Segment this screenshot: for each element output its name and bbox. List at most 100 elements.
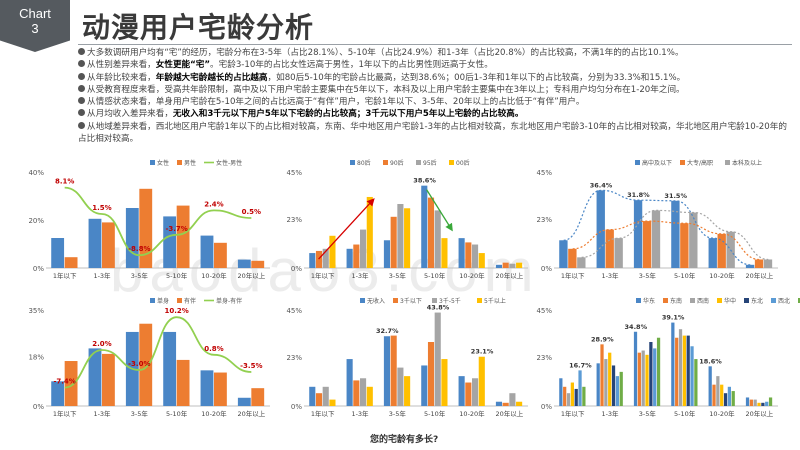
- bar-单身-1年以下: [51, 381, 65, 406]
- x-tick-label: 20年以上: [745, 271, 773, 280]
- chart-number-badge: Chart 3: [0, 0, 70, 52]
- legend-label: 80后: [357, 159, 371, 167]
- bullet-dot-icon: [78, 72, 85, 80]
- legend-label: 单身-有伴: [216, 297, 242, 305]
- bar-本科及以上-1-3年: [614, 238, 623, 268]
- bar-3千-5千-1-3年: [360, 378, 367, 406]
- y-tick-label: 45%: [536, 307, 552, 315]
- x-tick-label: 10-20年: [201, 409, 227, 418]
- difference-label: 1.5%: [92, 204, 111, 212]
- y-tick-label: 0%: [33, 265, 44, 273]
- bar-西北-5-10年: [690, 346, 694, 406]
- y-tick-label: 0%: [33, 403, 44, 411]
- bar-男性-10-20年: [214, 242, 227, 268]
- x-tick-label: 1年以下: [311, 271, 335, 280]
- bar-80后-1年以下: [309, 253, 316, 268]
- bar-3千以下-1-3年: [353, 380, 360, 406]
- y-tick-label: 0%: [291, 403, 302, 411]
- chart-svg: 0% 23% 45% 高中及以下 大专/高职 本科及以上 1年以下 1-3年 3-5年 5-10年…: [536, 159, 778, 280]
- legend-swatch: [798, 298, 800, 303]
- bar-女性-3-5年: [125, 208, 139, 268]
- bar-有伴-1-3年: [102, 353, 115, 406]
- bullet-dot-icon: [78, 121, 85, 129]
- bar-单身-10-20年: [200, 370, 214, 406]
- bar-3千-5千-10-20年: [472, 378, 479, 406]
- y-tick-label: 23%: [536, 216, 552, 224]
- bullet-text: 从受教育程度来看，受高共年龄限制，高中及以下用户宅龄主要集中在5年以下，本科及以…: [87, 84, 685, 95]
- bar-西南-10-20年: [716, 376, 720, 406]
- bar-5千以上-3-5年: [404, 376, 411, 406]
- x-tick-label: 1-3年: [93, 271, 111, 280]
- legend-swatch: [150, 160, 155, 165]
- x-tick-label: 10-20年: [201, 271, 227, 280]
- difference-label: -3.5%: [240, 362, 262, 370]
- bar-00后-1年以下: [329, 235, 336, 268]
- x-tick-label: 20年以上: [495, 271, 523, 280]
- bar-华中-10-20年: [720, 384, 724, 406]
- x-tick-label: 1-3年: [601, 271, 619, 280]
- summary-bullet: 从受教育程度来看，受高共年龄限制，高中及以下用户宅龄主要集中在5年以下，本科及以…: [78, 84, 793, 96]
- bar-00后-20年以上: [516, 262, 523, 268]
- x-tick-label: 3-5年: [389, 271, 407, 280]
- bullet-text: 从性别差异来看，: [87, 60, 156, 71]
- bar-华东-10-20年: [708, 366, 712, 406]
- x-tick-label: 10-20年: [459, 271, 485, 280]
- bullet-text: 女性更能“宅”: [155, 60, 211, 71]
- y-tick-label: 45%: [536, 169, 552, 177]
- x-tick-label: 3-5年: [639, 271, 657, 280]
- distribution-curve: [572, 220, 760, 261]
- bar-本科及以上-20年以上: [763, 259, 773, 268]
- bar-80后-20年以上: [495, 264, 503, 268]
- bar-90后-3-5年: [390, 216, 397, 268]
- bullet-text: 从情感状态来看，单身用户宅龄在5-10年之间的占比远高于“有伴”用户，宅龄1年以…: [87, 97, 585, 108]
- legend-swatch: [744, 298, 749, 303]
- bar-女性-10-20年: [200, 235, 214, 268]
- difference-label: 8.1%: [55, 178, 74, 186]
- bar-3千以下-20年以上: [502, 402, 509, 406]
- bullet-dot-icon: [78, 84, 85, 92]
- x-tick-label: 5-10年: [424, 409, 446, 418]
- legend-label: 华中: [724, 297, 736, 305]
- bar-单身-20年以上: [237, 397, 251, 406]
- distribution-curve: [563, 189, 751, 266]
- chart-age: 0% 23% 45% 80后 90后 95后 00后 1年以下 1-3年 3-5年 5-10年 10-…: [286, 158, 535, 286]
- difference-label: 2.0%: [92, 340, 111, 348]
- x-tick-label: 3-5年: [131, 271, 149, 280]
- bar-东南-3-5年: [637, 352, 641, 406]
- x-tick-label: 5-10年: [424, 271, 446, 280]
- bar-00后-10-20年: [478, 253, 485, 268]
- legend-label: 90后: [390, 159, 404, 167]
- bar-男性-3-5年: [139, 188, 153, 268]
- bullet-text: 大多数调研用户均有“宅”的经历，宅龄分布在3-5年（占比28.1%）、5-10年…: [87, 48, 684, 58]
- chart-region: 0%23%45%华东东南西南华中东北西北西南1年以下1-3年3-5年5-10年1…: [536, 296, 800, 424]
- difference-label: -7.4%: [54, 378, 76, 386]
- legend-label: 东南: [670, 297, 682, 305]
- legend-label: 00后: [456, 159, 470, 167]
- bar-本科及以上-3-5年: [651, 210, 661, 268]
- bar-3千以下-1年以下: [315, 393, 323, 406]
- y-tick-label: 23%: [286, 354, 302, 362]
- bar-单身-5-10年: [163, 331, 177, 406]
- bar-90后-1年以下: [315, 250, 323, 268]
- bar-西南-20年以上: [768, 397, 773, 406]
- difference-label: -3.0%: [128, 360, 150, 368]
- bar-东北-20年以上: [761, 402, 765, 406]
- bar-本科及以上-1年以下: [577, 257, 586, 268]
- data-label: 39.1%: [662, 314, 685, 322]
- bar-00后-5-10年: [441, 238, 448, 268]
- badge-label: Chart: [19, 6, 51, 21]
- x-tick-label: 10-20年: [459, 409, 485, 418]
- bar-西北-1年以下: [578, 370, 582, 406]
- bar-华东-5-10年: [671, 322, 675, 406]
- chart-svg: 0% 23% 45% 无收入 3千以下 3千-5千 5千以上 1年以下 1-3年 3-5年 5-10…: [286, 297, 528, 418]
- summary-bullet: 从月均收入差异来看，无收入和3千元以下用户5年以下宅龄的占比较高；3千元以下用户…: [78, 108, 793, 120]
- bullet-text: 从月均收入差异来看，: [87, 109, 173, 120]
- data-label: 23.1%: [471, 348, 494, 356]
- bar-单身-1-3年: [88, 348, 102, 406]
- bar-东北-1年以下: [574, 388, 578, 406]
- bar-有伴-10-20年: [214, 372, 227, 406]
- difference-label: 10.2%: [165, 307, 189, 315]
- data-label: 32.7%: [376, 327, 399, 335]
- x-tick-label: 1年以下: [311, 409, 335, 418]
- bar-大专/高职-1年以下: [568, 248, 577, 268]
